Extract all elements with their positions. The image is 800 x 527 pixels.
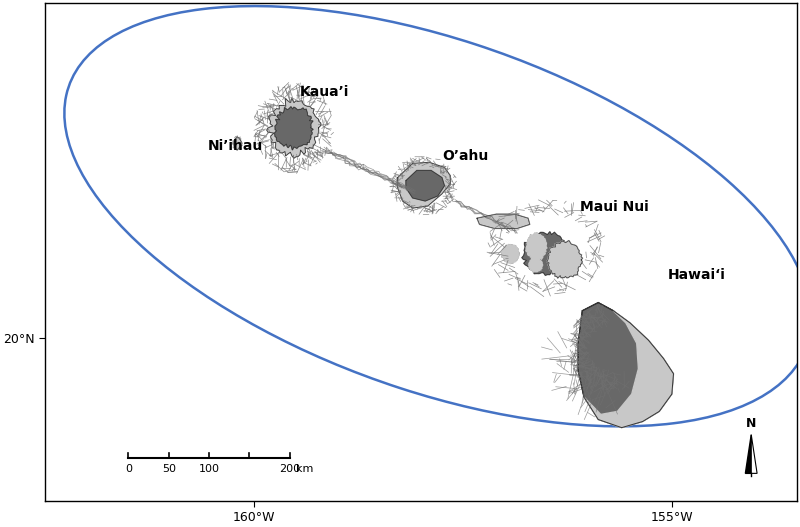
Polygon shape	[502, 245, 519, 264]
Polygon shape	[578, 302, 674, 427]
Text: 0: 0	[125, 464, 132, 474]
Text: N: N	[746, 417, 757, 430]
Polygon shape	[266, 99, 321, 158]
Text: Kauaʼi: Kauaʼi	[300, 85, 349, 99]
Polygon shape	[526, 233, 547, 260]
Polygon shape	[522, 232, 570, 275]
Polygon shape	[546, 240, 582, 278]
Text: Niʼihau: Niʼihau	[208, 139, 263, 153]
Text: Maui Nui: Maui Nui	[580, 200, 649, 214]
Polygon shape	[398, 162, 450, 208]
Polygon shape	[477, 214, 530, 228]
Polygon shape	[234, 137, 242, 150]
Text: 100: 100	[198, 464, 219, 474]
Text: Hawaiʻi: Hawaiʻi	[668, 268, 726, 282]
Polygon shape	[529, 258, 542, 272]
Text: 50: 50	[162, 464, 176, 474]
Polygon shape	[406, 170, 445, 201]
Text: km: km	[297, 464, 314, 474]
Text: Oʼahu: Oʼahu	[442, 149, 488, 163]
Polygon shape	[274, 107, 313, 150]
Polygon shape	[529, 258, 542, 272]
Polygon shape	[584, 311, 674, 427]
Polygon shape	[746, 435, 751, 473]
Polygon shape	[578, 302, 638, 414]
Polygon shape	[751, 435, 757, 473]
Polygon shape	[546, 240, 582, 278]
Text: 200: 200	[279, 464, 300, 474]
Polygon shape	[477, 214, 530, 228]
Polygon shape	[526, 233, 547, 260]
Polygon shape	[502, 245, 519, 264]
